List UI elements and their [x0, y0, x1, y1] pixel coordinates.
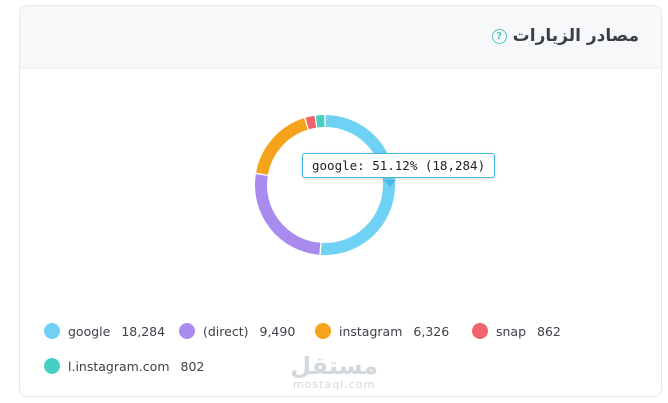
legend-label: instagram	[339, 323, 403, 339]
traffic-sources-card: مصادر الزيارات ?	[19, 5, 662, 397]
card-header: مصادر الزيارات ?	[20, 6, 661, 69]
donut-slice-instagram[interactable]	[256, 118, 308, 175]
donut-slice-google[interactable]	[320, 115, 395, 255]
legend-label: google	[68, 323, 111, 339]
watermark-sub: mostaql.com	[292, 378, 376, 391]
mostaql-watermark: مستقل mostaql.com	[290, 354, 378, 391]
legend-item-snap[interactable]: snap 862	[472, 323, 561, 339]
donut-slice-snap[interactable]	[305, 115, 317, 130]
watermark-logo: مستقل	[290, 352, 378, 380]
legend-item-instagram[interactable]: instagram 6,326	[315, 323, 449, 339]
legend-dot	[179, 323, 195, 339]
legend-label: snap	[496, 323, 527, 339]
legend-dot	[472, 323, 488, 339]
legend-label: (direct)	[203, 323, 249, 339]
legend-value: 18,284	[121, 323, 166, 339]
legend-value: 802	[180, 358, 205, 374]
legend-item-google[interactable]: google 18,284	[44, 323, 165, 339]
donut-chart-svg	[255, 115, 395, 255]
legend-item-l-instagram[interactable]: l.instagram.com 802	[44, 358, 204, 374]
legend-dot	[44, 358, 60, 374]
donut-chart[interactable]	[250, 110, 400, 260]
legend-label: l.instagram.com	[68, 358, 170, 374]
legend-dot	[315, 323, 331, 339]
legend-dot	[44, 323, 60, 339]
chart-tooltip: google: 51.12% (18,284)	[302, 153, 496, 178]
legend-value: 6,326	[413, 323, 450, 339]
legend-item-direct[interactable]: (direct) 9,490	[179, 323, 295, 339]
question-circle-icon[interactable]: ?	[491, 28, 507, 44]
legend-value: 862	[537, 323, 561, 339]
donut-slice-l-instagram-com[interactable]	[315, 115, 325, 128]
card-title: مصادر الزيارات	[512, 26, 639, 46]
donut-slice-direct[interactable]	[255, 174, 321, 255]
tooltip-arrow	[384, 180, 396, 187]
card-title-group: مصادر الزيارات ?	[491, 26, 639, 46]
legend-value: 9,490	[259, 323, 296, 339]
